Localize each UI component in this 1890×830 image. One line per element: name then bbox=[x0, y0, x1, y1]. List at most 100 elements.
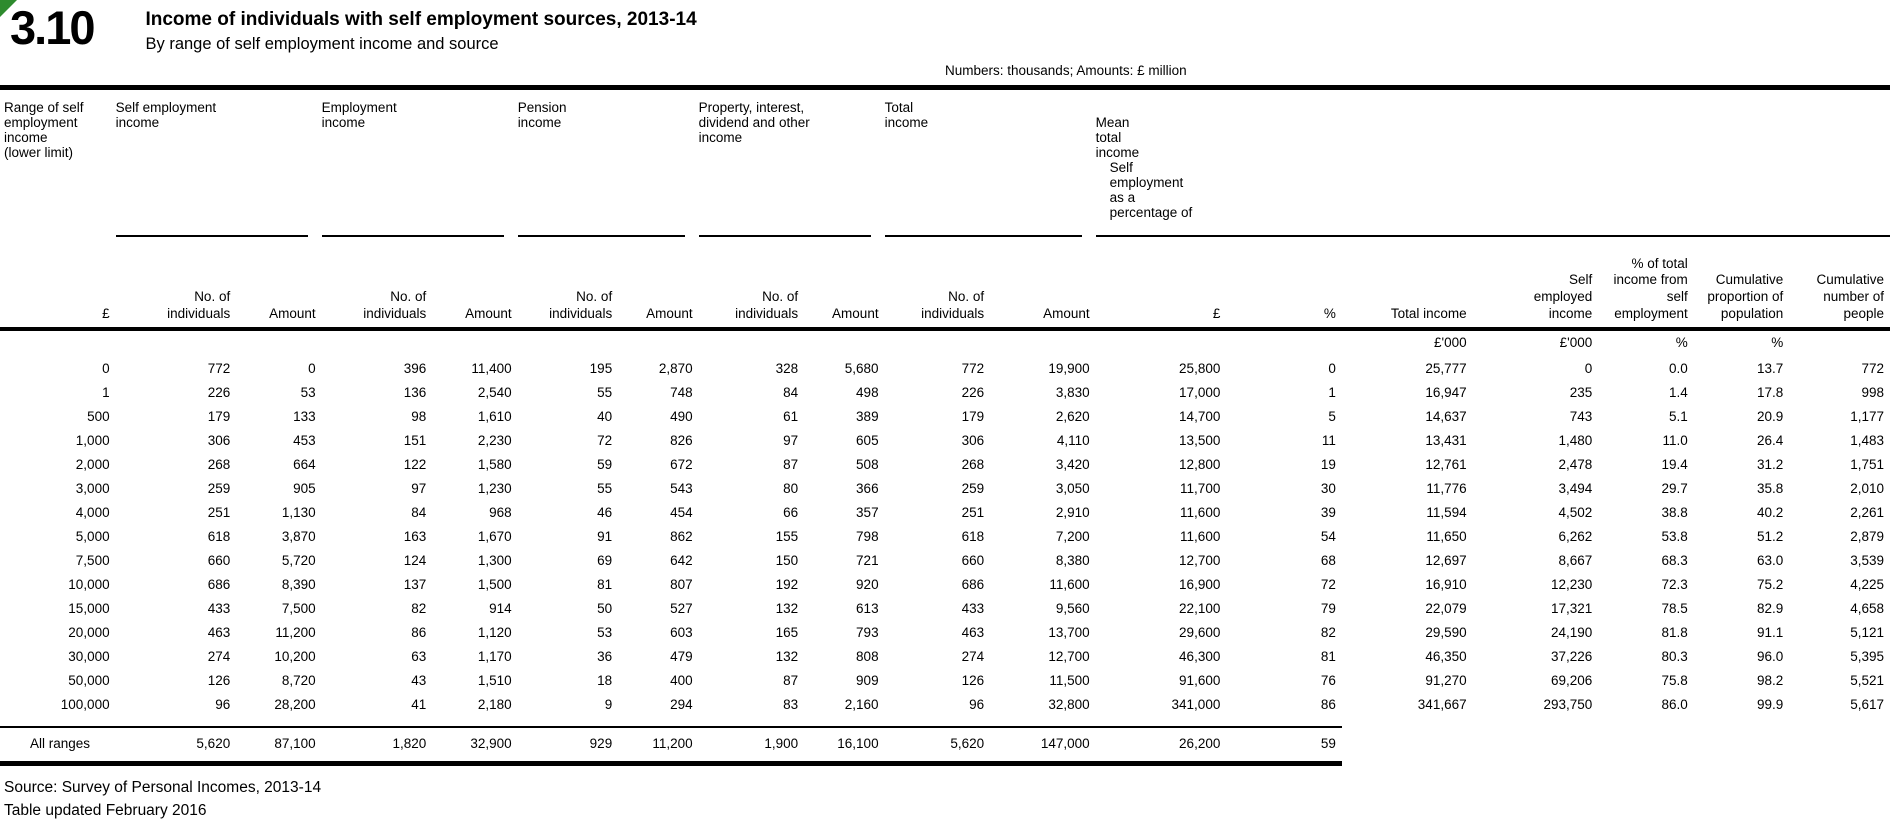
page-subtitle: By range of self employment income and s… bbox=[145, 35, 499, 53]
cell-value: 17,321 bbox=[1550, 601, 1593, 616]
cell-value: 54 bbox=[1320, 529, 1336, 544]
total-cell-value: 87,100 bbox=[236, 726, 322, 766]
cell-value: 99.9 bbox=[1756, 697, 1784, 712]
cell-value: 18 bbox=[597, 673, 613, 688]
cell-value: 16,910 bbox=[1425, 577, 1467, 592]
cell-value: 2,478 bbox=[1558, 457, 1593, 472]
cell-value: 328 bbox=[775, 361, 799, 376]
cell-value: 39 bbox=[1320, 505, 1336, 520]
cell-value: 22,100 bbox=[1179, 601, 1221, 616]
cell-value: 463 bbox=[207, 625, 231, 640]
cell-value: 16,900 bbox=[1179, 577, 1221, 592]
top-rule bbox=[0, 85, 1890, 90]
cell-value: 1,580 bbox=[477, 457, 512, 472]
cell-value: 268 bbox=[207, 457, 231, 472]
table-row: 7,500 660 5,720 124 1,300 69 642 150 721 660 8,380… bbox=[0, 544, 1890, 568]
group-mean-total-income: Mean total income bbox=[1095, 115, 1140, 160]
cell-value: 920 bbox=[856, 577, 879, 592]
column-header: Self employed income bbox=[1472, 237, 1599, 331]
cell-value: 81.8 bbox=[1661, 625, 1688, 640]
cell-value: 0.0 bbox=[1668, 361, 1688, 376]
cell-value: 81 bbox=[597, 577, 613, 592]
total-cell-value: 16,100 bbox=[804, 726, 885, 766]
cell-value: 479 bbox=[670, 649, 693, 664]
cell-value: 28,200 bbox=[274, 697, 316, 712]
group-pension-income: Pension income bbox=[517, 90, 699, 237]
cell-value: 6,262 bbox=[1558, 529, 1593, 544]
cell-value: 12,800 bbox=[1179, 457, 1221, 472]
unit-label: % bbox=[1771, 335, 1784, 350]
empty-cell bbox=[1694, 727, 1789, 763]
income-table: Range of self employment income (lower l… bbox=[0, 90, 1890, 766]
cell-value: 86.0 bbox=[1661, 697, 1688, 712]
column-header: No. of individuals bbox=[517, 237, 619, 331]
cell-value: 389 bbox=[856, 409, 879, 424]
cell-value: 1.4 bbox=[1668, 385, 1688, 400]
row-header-title: Range of self employment income (lower l… bbox=[4, 100, 84, 160]
cell-value: 259 bbox=[961, 481, 985, 496]
unit-label bbox=[236, 329, 321, 352]
cell-value: 2,180 bbox=[477, 697, 512, 712]
cell-value: 69,206 bbox=[1550, 673, 1593, 688]
group-underline bbox=[698, 235, 871, 237]
cell-value: 82 bbox=[411, 601, 427, 616]
unit-label bbox=[804, 329, 884, 352]
column-header: £ bbox=[0, 237, 116, 331]
cell-value: 63 bbox=[411, 649, 427, 664]
cell-value: 293,750 bbox=[1543, 697, 1593, 712]
cell-value: 43 bbox=[411, 673, 427, 688]
cell-value: 91,270 bbox=[1425, 673, 1467, 688]
table-body: 0 772 0 396 11,400 195 2,870 328 5,680 772 19,900 2… bbox=[0, 352, 1890, 766]
cell-value: 84 bbox=[783, 385, 799, 400]
range-value: 500 bbox=[87, 409, 110, 424]
cell-value: 36 bbox=[597, 649, 613, 664]
cell-value: 9,560 bbox=[1055, 601, 1090, 616]
cell-value: 68.3 bbox=[1661, 553, 1688, 568]
cell-value: 29,590 bbox=[1425, 625, 1467, 640]
cell-value: 274 bbox=[207, 649, 231, 664]
total-row: All ranges 5,620 87,100 1,820 32,900 929 11,20… bbox=[0, 726, 1890, 766]
cell-value: 59 bbox=[597, 457, 613, 472]
column-header: No. of individuals bbox=[115, 237, 237, 331]
table-row: 50,000 126 8,720 43 1,510 18 400 87 909 126 11,500… bbox=[0, 664, 1890, 688]
cell-value: 5.1 bbox=[1668, 409, 1688, 424]
cell-value: 5 bbox=[1328, 409, 1336, 424]
cell-value: 76 bbox=[1320, 673, 1336, 688]
cell-value: 13,431 bbox=[1425, 433, 1467, 448]
cell-value: 341,667 bbox=[1417, 697, 1467, 712]
cell-value: 603 bbox=[670, 625, 693, 640]
cell-value: 12,697 bbox=[1425, 553, 1467, 568]
total-cell-value: 1,820 bbox=[321, 726, 433, 766]
cell-value: 11,600 bbox=[1049, 577, 1090, 592]
cell-value: 72 bbox=[597, 433, 613, 448]
cell-value: 13,500 bbox=[1179, 433, 1221, 448]
cell-value: 53 bbox=[597, 625, 613, 640]
cell-value: 793 bbox=[856, 625, 879, 640]
cell-value: 0 bbox=[1584, 361, 1593, 376]
table-row: 100,000 96 28,200 41 2,180 9 294 83 2,160 96 32,80… bbox=[0, 688, 1890, 712]
cell-value: 72 bbox=[1320, 577, 1336, 592]
cell-value: 11,600 bbox=[1180, 529, 1221, 544]
range-value: 4,000 bbox=[75, 505, 110, 520]
cell-value: 11,500 bbox=[1049, 673, 1090, 688]
page-header: 3.10 Income of individuals with self emp… bbox=[0, 0, 1890, 54]
cell-value: 51.2 bbox=[1756, 529, 1784, 544]
table-row: 0 772 0 396 11,400 195 2,870 328 5,680 772 19,900 2… bbox=[0, 352, 1890, 376]
cell-value: 251 bbox=[207, 505, 231, 520]
unit-label bbox=[699, 329, 805, 352]
cell-value: 798 bbox=[856, 529, 879, 544]
range-value: 3,000 bbox=[75, 481, 110, 496]
cell-value: 2,261 bbox=[1850, 505, 1884, 520]
cell-value: 82.9 bbox=[1756, 601, 1784, 616]
table-row: 10,000 686 8,390 137 1,500 81 807 192 920 686 11,6… bbox=[0, 568, 1890, 592]
cell-value: 8,667 bbox=[1558, 553, 1593, 568]
cell-value: 7,500 bbox=[281, 601, 316, 616]
group-header-row: Range of self employment income (lower l… bbox=[0, 90, 1890, 237]
cell-value: 75.8 bbox=[1661, 673, 1688, 688]
table-row: 3,000 259 905 97 1,230 55 543 80 366 259 3,050 11,7… bbox=[0, 472, 1890, 496]
cell-value: 527 bbox=[670, 601, 693, 616]
cell-value: 31.2 bbox=[1756, 457, 1784, 472]
cell-value: 133 bbox=[293, 409, 316, 424]
cell-value: 53 bbox=[300, 385, 316, 400]
cell-value: 235 bbox=[1569, 385, 1593, 400]
